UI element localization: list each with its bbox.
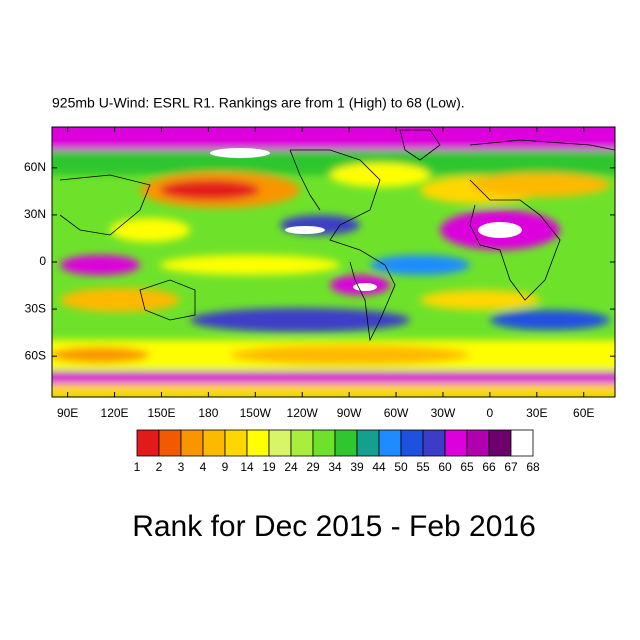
colorbar-label: 3: [178, 460, 185, 474]
colorbar-box: [510, 429, 534, 457]
lon-tick-label: 150E: [147, 406, 175, 420]
rank-field: [52, 127, 615, 397]
footer-title: Rank for Dec 2015 - Feb 2016: [132, 510, 536, 543]
lat-tick-label: 0: [39, 254, 46, 268]
lat-tick-label: 60S: [25, 348, 46, 362]
lon-tick-label: 120W: [287, 406, 319, 420]
colorbar-label: 19: [262, 460, 276, 474]
colorbar-box: [422, 429, 446, 457]
lon-tick-label: 90W: [337, 406, 362, 420]
lat-tick-label: 30N: [24, 207, 46, 221]
colorbar-box: [334, 429, 358, 457]
colorbar-box: [444, 429, 468, 457]
colorbar-box: [466, 429, 490, 457]
colorbar-box: [246, 429, 270, 457]
colorbar-box: [378, 429, 402, 457]
colorbar-label: 1: [134, 460, 141, 474]
lat-tick-label: 30S: [25, 301, 46, 315]
colorbar-label: 55: [416, 460, 430, 474]
colorbar-box: [312, 429, 336, 457]
colorbar-label: 66: [482, 460, 496, 474]
lat-tick-label: 60N: [24, 160, 46, 174]
colorbar-label: 67: [504, 460, 518, 474]
colorbar-label: 29: [306, 460, 320, 474]
colorbar-label: 14: [240, 460, 254, 474]
colorbar-box: [224, 429, 248, 457]
lon-tick-label: 30W: [431, 406, 456, 420]
colorbar-box: [290, 429, 314, 457]
colorbar-label: 50: [394, 460, 408, 474]
colorbar-box: [400, 429, 424, 457]
lon-tick-label: 30E: [526, 406, 547, 420]
colorbar-label: 39: [350, 460, 364, 474]
colorbar-label: 65: [460, 460, 474, 474]
lon-tick-label: 90E: [57, 406, 78, 420]
lon-tick-label: 180: [198, 406, 218, 420]
lon-tick-label: 150W: [240, 406, 272, 420]
colorbar-box: [180, 429, 204, 457]
lon-tick-label: 60W: [384, 406, 409, 420]
colorbar-box: [202, 429, 226, 457]
colorbar-box: [356, 429, 380, 457]
colorbar-label: 44: [372, 460, 386, 474]
colorbar-label: 34: [328, 460, 342, 474]
colorbar-box: [136, 429, 160, 457]
colorbar-label: 24: [284, 460, 298, 474]
colorbar-box: [268, 429, 292, 457]
colorbar-box: [488, 429, 512, 457]
map-title: 925mb U-Wind: ESRL R1. Rankings are from…: [52, 95, 465, 111]
colorbar-label: 4: [200, 460, 207, 474]
lon-tick-label: 120E: [101, 406, 129, 420]
colorbar-label: 9: [222, 460, 229, 474]
colorbar-label: 2: [156, 460, 163, 474]
colorbar-label: 60: [438, 460, 452, 474]
colorbar-box: [158, 429, 182, 457]
colorbar-label: 68: [526, 460, 540, 474]
lon-tick-label: 60E: [573, 406, 594, 420]
lon-tick-label: 0: [487, 406, 494, 420]
